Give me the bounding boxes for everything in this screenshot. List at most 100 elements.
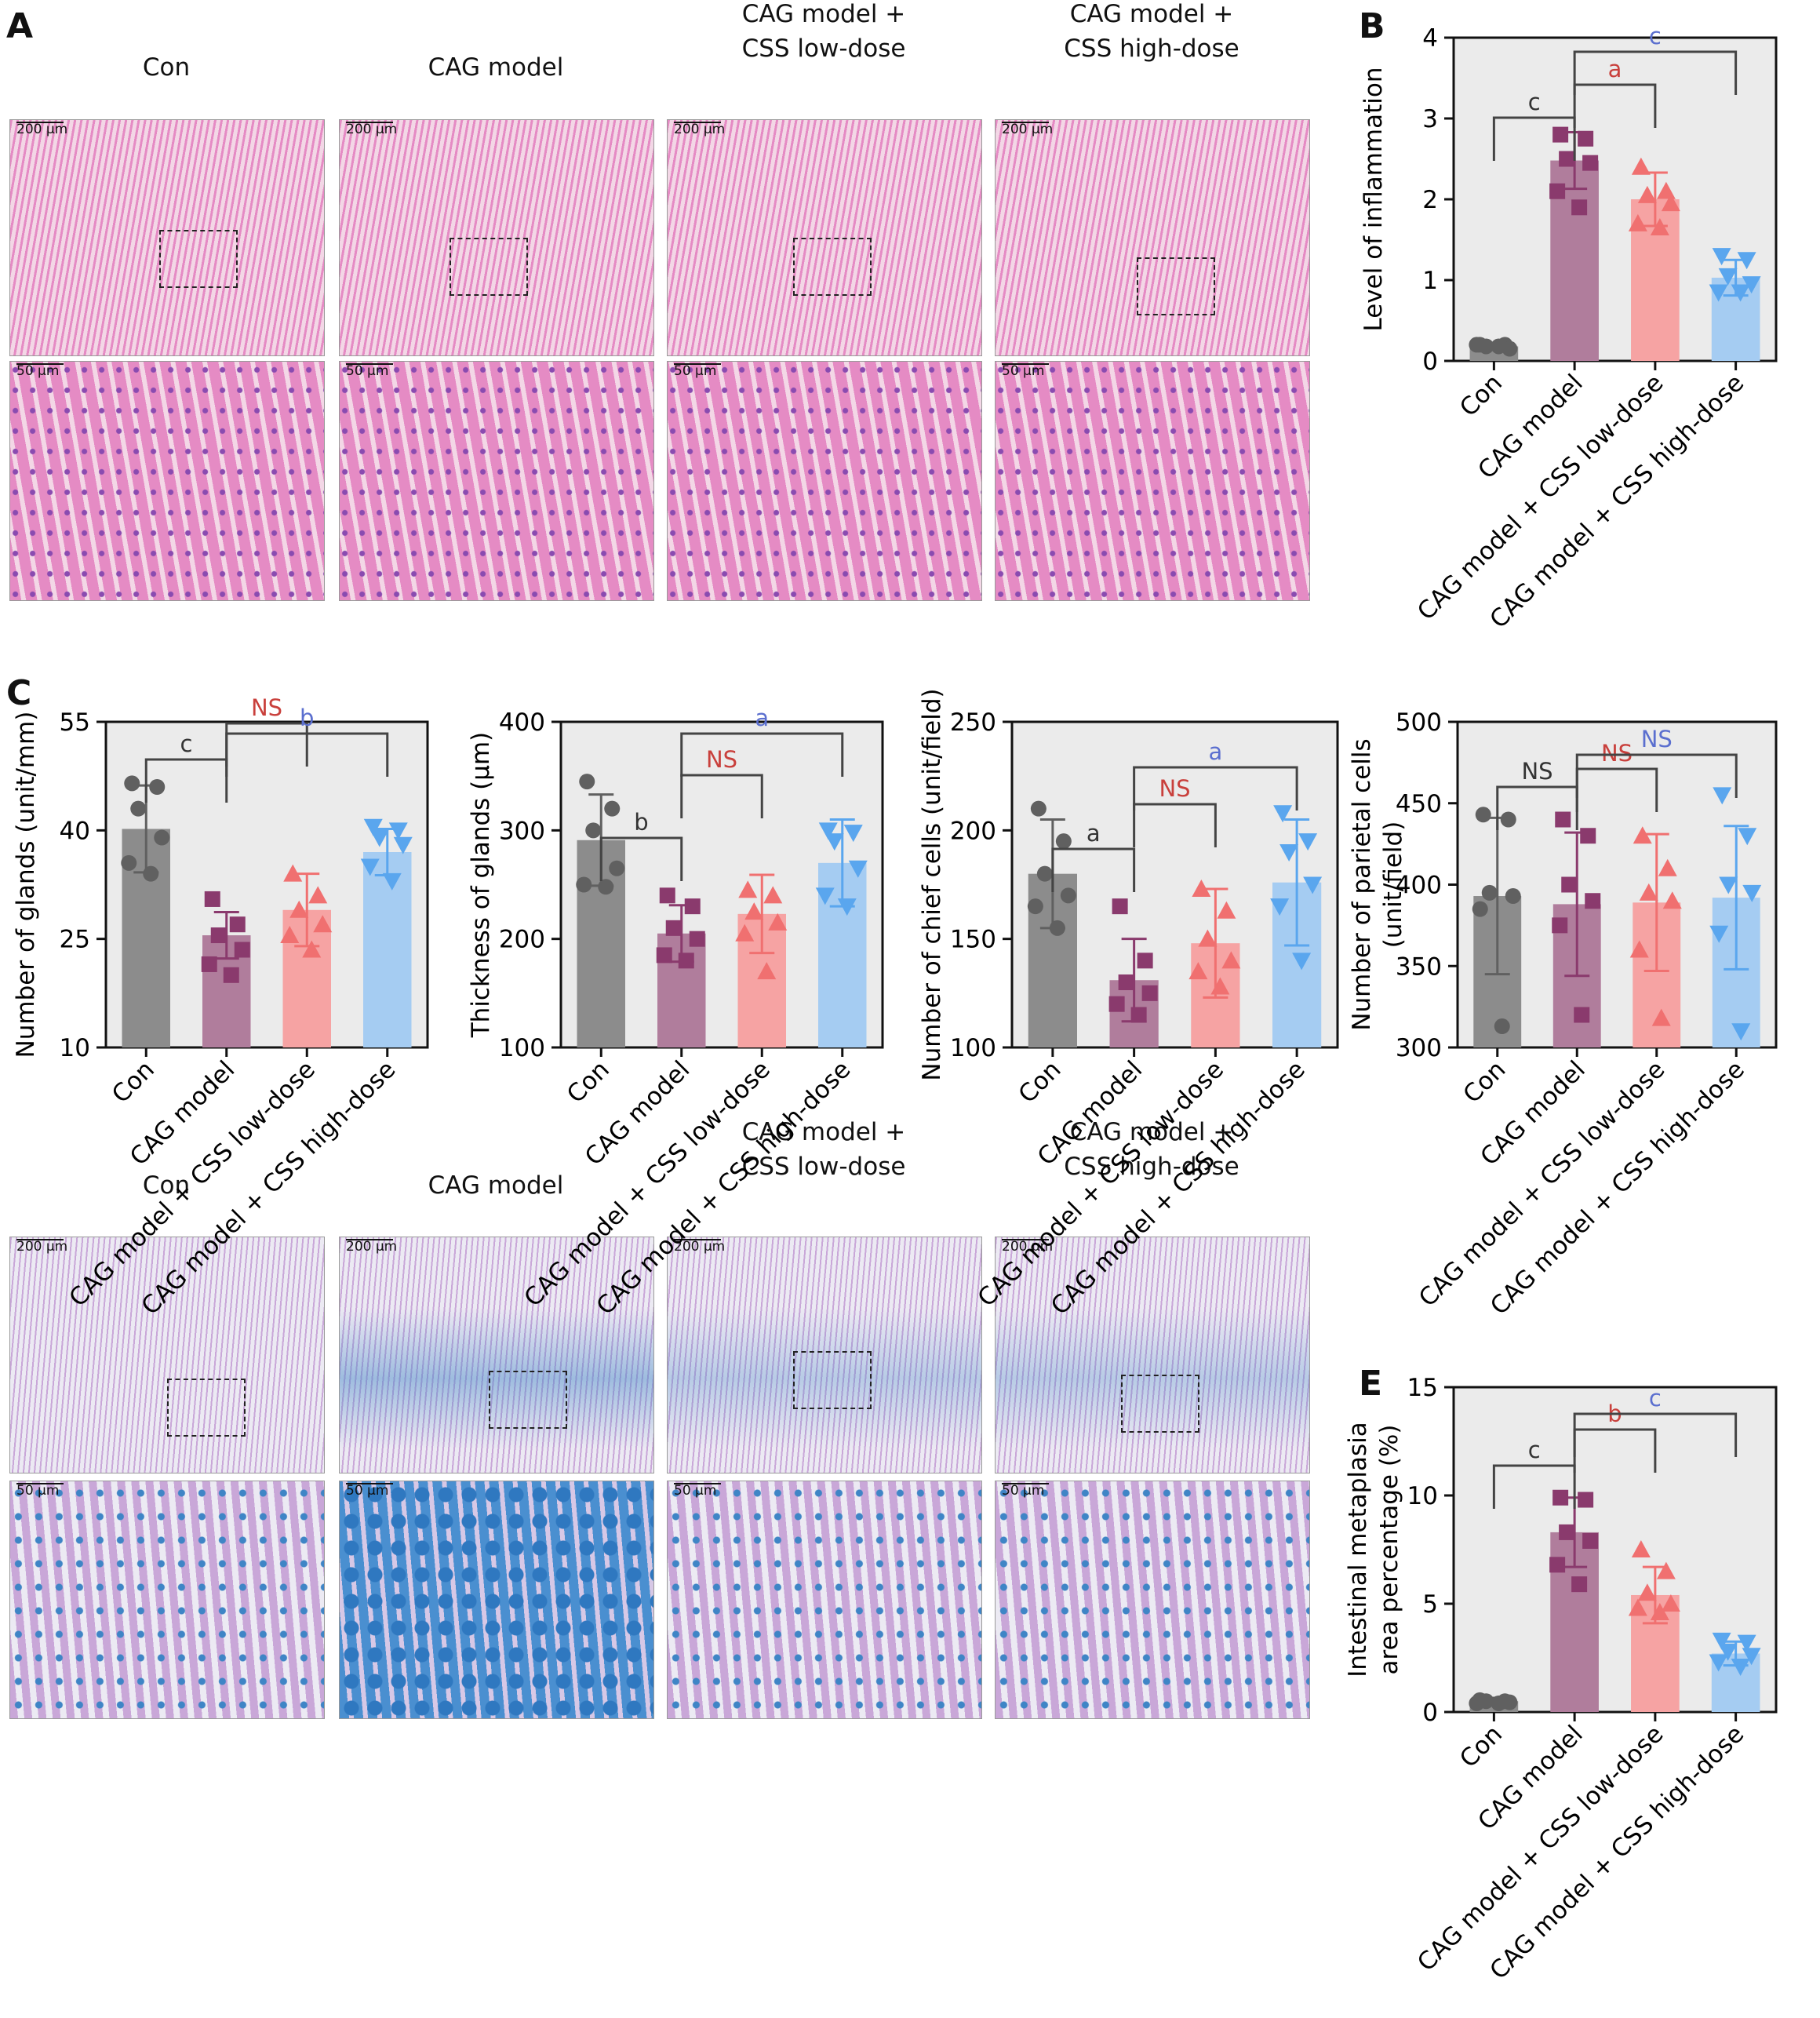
data-point <box>1633 826 1652 844</box>
significance-bracket <box>599 836 683 881</box>
data-point <box>824 833 844 851</box>
he-overview-image: 200 μm <box>667 119 982 356</box>
ab-overview-image: 200 μm <box>995 1237 1310 1473</box>
data-point <box>579 774 595 790</box>
he-overview-image: 200 μm <box>995 119 1310 356</box>
scale-bar-50: 50 μm <box>1002 1483 1050 1499</box>
data-point <box>1491 338 1507 355</box>
data-point <box>302 940 322 958</box>
data-point <box>1582 1532 1599 1549</box>
ab-overview-image: 200 μm <box>9 1237 325 1473</box>
data-point <box>815 887 835 905</box>
y-tick-label: 200 <box>950 817 996 845</box>
panel-label-a: A <box>6 6 34 46</box>
data-point <box>1292 953 1312 971</box>
y-tick-label: 400 <box>499 708 545 737</box>
data-point <box>738 880 758 898</box>
data-point <box>1055 833 1072 850</box>
data-point <box>1221 951 1241 969</box>
ab-zoom-image: 50 μm <box>9 1481 325 1719</box>
scale-bar-200: 200 μm <box>1002 122 1054 137</box>
significance-label: NS <box>1159 775 1190 802</box>
significance-label: a <box>1208 738 1222 765</box>
panel-label-b: B <box>1359 6 1385 46</box>
significance-bracket <box>1573 83 1657 128</box>
data-point <box>1217 901 1236 919</box>
data-point <box>1549 1557 1566 1573</box>
data-point <box>1552 126 1569 143</box>
significance-bracket <box>1051 847 1136 892</box>
data-point <box>1303 876 1323 894</box>
significance-label: b <box>634 809 648 836</box>
y-tick-label: 500 <box>1396 708 1442 737</box>
data-point <box>598 879 614 895</box>
data-point <box>204 891 220 907</box>
y-tick-label: 350 <box>1396 953 1442 981</box>
data-point <box>1578 130 1594 147</box>
he-zoom-image: 50 μm <box>667 361 982 601</box>
significance-bracket <box>1573 50 1738 95</box>
significance-label: c <box>180 730 193 757</box>
y-axis-label-line: Number of parietal cells <box>1348 738 1376 1030</box>
ab-overview-image: 200 μm <box>667 1237 982 1473</box>
data-point <box>393 836 413 854</box>
data-point <box>1137 953 1153 969</box>
significance-label: NS <box>1641 726 1673 752</box>
scale-bar-200: 200 μm <box>1002 1239 1054 1255</box>
y-tick-label: 1 <box>1422 267 1438 295</box>
x-tick-label: Con <box>107 1055 160 1109</box>
data-point <box>1718 268 1738 286</box>
he-zoom-image: 50 μm <box>9 361 325 601</box>
data-point <box>604 800 621 817</box>
scale-bar-50: 50 μm <box>16 1483 64 1499</box>
data-point <box>1661 1594 1680 1612</box>
data-point <box>1472 901 1488 917</box>
data-point <box>1582 155 1599 171</box>
data-point <box>229 916 246 933</box>
data-point <box>1731 284 1750 302</box>
data-point <box>1637 1583 1657 1601</box>
y-axis-label: Level of inflammation <box>1360 67 1388 332</box>
significance-bracket <box>1133 803 1217 847</box>
data-point <box>1650 1603 1669 1621</box>
y-tick-label: 25 <box>60 926 90 954</box>
y-tick-label: 450 <box>1396 790 1442 818</box>
significance-label: NS <box>1601 740 1633 767</box>
significance-label: a <box>1087 820 1101 847</box>
ab-zoom-image: 50 μm <box>667 1481 982 1719</box>
y-axis-label-line: Number of chief cells (unit/field) <box>918 688 946 1080</box>
data-point <box>1628 1598 1647 1616</box>
data-point <box>1273 805 1293 823</box>
significance-label: c <box>1528 1437 1541 1463</box>
data-point <box>1060 887 1076 904</box>
y-tick-label: 10 <box>60 1034 90 1062</box>
significance-label: c <box>1649 1385 1662 1412</box>
data-point <box>1628 213 1647 231</box>
data-point <box>1578 1492 1594 1508</box>
data-point <box>1027 898 1043 915</box>
data-point <box>1571 1576 1588 1593</box>
data-point <box>1631 1540 1651 1557</box>
significance-bracket <box>1133 766 1298 810</box>
data-point <box>1505 888 1521 905</box>
data-point <box>1552 1489 1569 1506</box>
y-tick-label: 10 <box>1407 1482 1438 1510</box>
data-point <box>1629 940 1649 958</box>
zoom-region <box>1137 257 1215 315</box>
data-point <box>1709 284 1728 302</box>
data-point <box>1712 248 1731 266</box>
significance-label: a <box>755 705 769 731</box>
y-axis-label-line: (unit/field) <box>1379 821 1407 949</box>
significance-bracket <box>1492 116 1576 161</box>
he-group-title: Con <box>142 53 191 82</box>
data-point <box>1709 1654 1728 1672</box>
y-tick-label: 100 <box>499 1034 545 1062</box>
data-point <box>1731 1023 1751 1041</box>
data-point <box>1491 1695 1507 1711</box>
data-point <box>1712 1632 1731 1650</box>
y-tick-label: 5 <box>1422 1590 1438 1619</box>
data-point <box>1549 183 1566 199</box>
